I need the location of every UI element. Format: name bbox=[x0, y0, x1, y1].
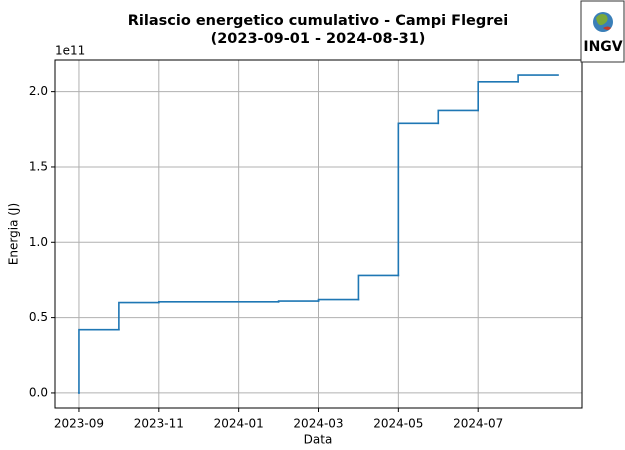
step-segment bbox=[78, 328, 120, 394]
y-tick-label: 0.5 bbox=[29, 310, 48, 324]
x-axis-label: Data bbox=[304, 433, 333, 447]
x-tick-label: 2024-05 bbox=[373, 417, 423, 431]
step-segment bbox=[517, 74, 559, 83]
grid bbox=[55, 60, 582, 408]
offset-label: 1e11 bbox=[55, 44, 85, 58]
x-tick-label: 2023-11 bbox=[134, 417, 184, 431]
logo: INGV bbox=[580, 0, 625, 63]
step-segment bbox=[357, 274, 400, 301]
y-tick-label: 0.0 bbox=[29, 385, 48, 399]
x-tick-label: 2023-09 bbox=[54, 417, 104, 431]
step-segment bbox=[118, 301, 160, 331]
step-segment bbox=[477, 81, 519, 112]
chart-subtitle: (2023-09-01 - 2024-08-31) bbox=[211, 31, 426, 47]
plot-frame bbox=[54, 59, 583, 409]
x-tick-label: 2024-03 bbox=[293, 417, 343, 431]
step-segment bbox=[397, 122, 440, 277]
x-tick-label: 2024-01 bbox=[214, 417, 264, 431]
step-segment bbox=[437, 109, 479, 125]
x-tick-label: 2024-07 bbox=[453, 417, 503, 431]
logo-land bbox=[603, 26, 611, 30]
logo-text: INGV bbox=[583, 39, 622, 55]
y-tick-label: 1.5 bbox=[29, 159, 48, 173]
step-segment bbox=[317, 298, 360, 302]
step-segment bbox=[277, 300, 320, 303]
y-axis-label: Energia (J) bbox=[7, 203, 21, 265]
logo-land bbox=[596, 14, 608, 26]
y-tick-label: 2.0 bbox=[29, 84, 48, 98]
y-tick-label: 1.0 bbox=[29, 235, 48, 249]
step-segment bbox=[158, 300, 280, 304]
chart-title: Rilascio energetico cumulativo - Campi F… bbox=[128, 13, 508, 29]
